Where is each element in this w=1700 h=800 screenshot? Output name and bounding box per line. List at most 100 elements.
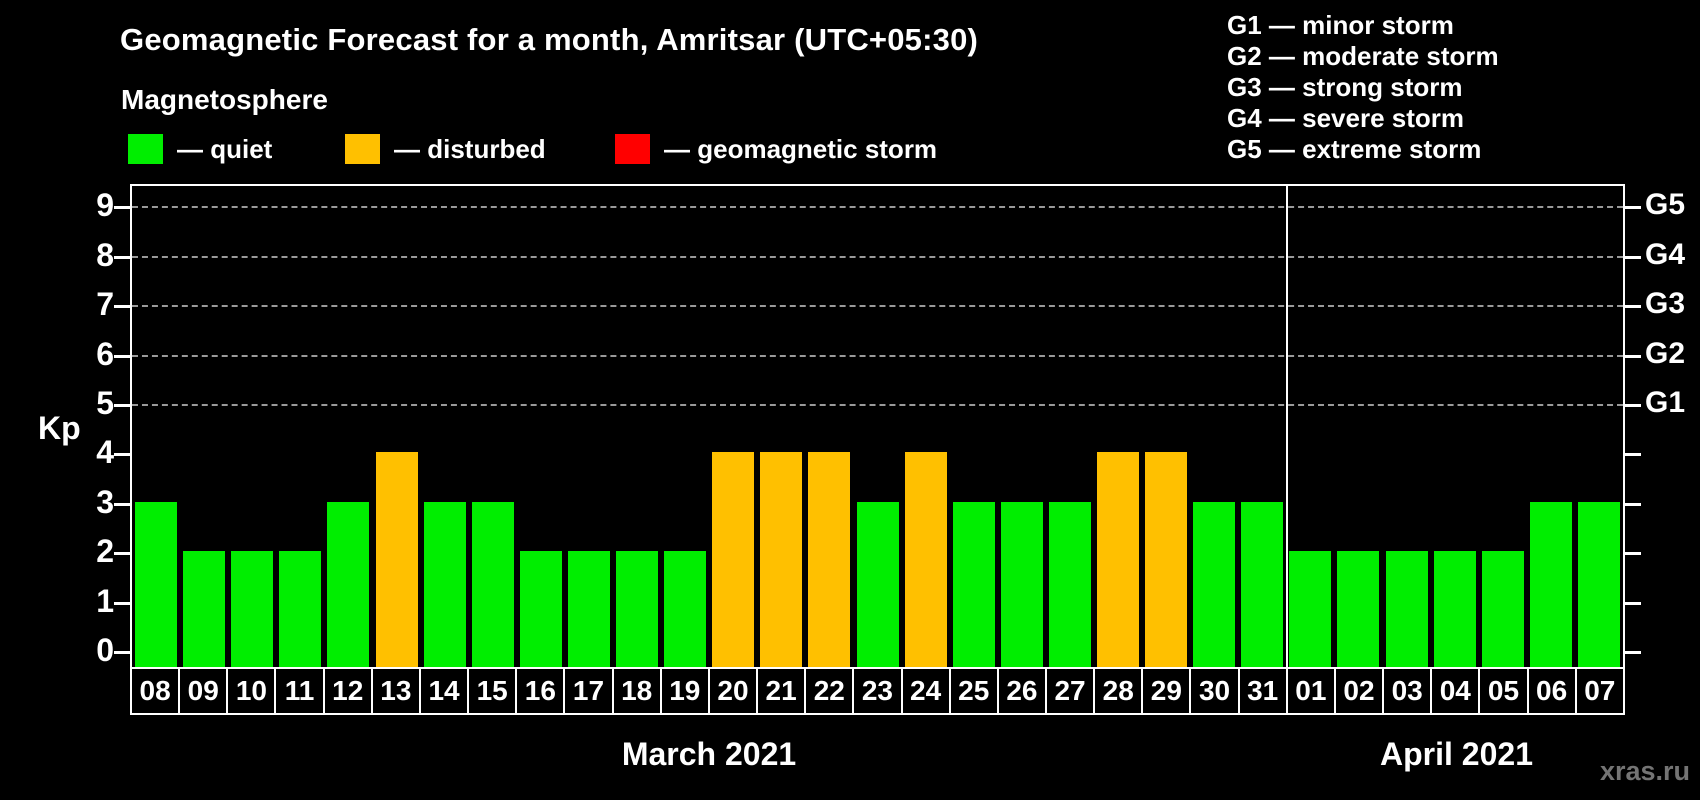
kp-bar-day-09	[183, 551, 226, 667]
day-label-12: 12	[322, 667, 373, 715]
day-label-23: 23	[852, 667, 903, 715]
day-label-10: 10	[226, 667, 277, 715]
kp-bar-day-28	[1096, 452, 1139, 667]
legend-item-disturbed: — disturbed	[345, 134, 546, 164]
kp-bar-day-23	[856, 502, 899, 667]
kp-bar-day-03	[1385, 551, 1428, 667]
y-tick-label-7: 7	[96, 286, 114, 323]
day-label-22: 22	[804, 667, 855, 715]
kp-bar-day-13	[375, 452, 418, 667]
left-tick-kp-2	[114, 552, 130, 556]
kp-bar-day-02	[1337, 551, 1380, 667]
right-tick-kp-2	[1625, 552, 1641, 556]
quiet-color-swatch	[128, 134, 163, 164]
right-tick-kp-1	[1625, 601, 1641, 605]
right-axis-label-g4: G4	[1645, 237, 1686, 271]
month-label-april: April 2021	[1380, 736, 1533, 772]
day-label-03: 03	[1382, 667, 1433, 715]
kp-bar-day-12	[327, 502, 370, 667]
right-tick-kp-9	[1625, 206, 1641, 210]
legend-disturbed-label: — disturbed	[394, 133, 546, 164]
storm-scale-legend-line: G2 — moderate storm	[1227, 41, 1499, 71]
right-tick-kp-8	[1625, 255, 1641, 259]
left-tick-kp-6	[114, 354, 130, 358]
day-label-28: 28	[1093, 667, 1144, 715]
day-label-01: 01	[1285, 667, 1336, 715]
kp-bar-day-10	[231, 551, 274, 667]
right-tick-kp-6	[1625, 354, 1641, 358]
storm-scale-legend-line: G4 — severe storm	[1227, 103, 1465, 133]
month-label-march: March 2021	[621, 736, 797, 772]
gridline-kp-9	[132, 206, 1623, 209]
kp-bar-day-19	[664, 551, 707, 667]
kp-bar-day-04	[1433, 551, 1476, 667]
right-axis-label-g2: G2	[1645, 336, 1686, 370]
kp-bar-day-25	[952, 502, 995, 667]
kp-bar-day-27	[1048, 502, 1091, 667]
page-title: Geomagnetic Forecast for a month, Amrits…	[120, 22, 979, 57]
gridline-kp-7	[132, 305, 1623, 308]
day-label-19: 19	[659, 667, 710, 715]
kp-bar-day-01	[1289, 551, 1332, 667]
right-tick-kp-7	[1625, 305, 1641, 309]
plot-area	[114, 184, 1641, 667]
y-tick-label-8: 8	[96, 236, 114, 273]
day-label-21: 21	[756, 667, 807, 715]
left-tick-kp-7	[114, 305, 130, 309]
day-label-11: 11	[274, 667, 325, 715]
kp-bar-day-18	[616, 551, 659, 667]
y-tick-label-0: 0	[96, 632, 114, 668]
left-tick-kp-5	[114, 404, 130, 407]
kp-bar-day-14	[423, 502, 466, 667]
legend-item-quiet: — quiet	[128, 134, 272, 164]
magnetosphere-subtitle: Magnetosphere	[121, 84, 328, 115]
right-axis-label-g3: G3	[1645, 287, 1686, 321]
y-tick-label-4: 4	[96, 434, 114, 471]
day-label-07: 07	[1574, 667, 1625, 715]
legend-item-storm: — geomagnetic storm	[615, 134, 937, 164]
legend-storm-label: — geomagnetic storm	[664, 133, 938, 164]
y-tick-label-2: 2	[96, 533, 114, 570]
gridline-kp-5	[132, 404, 1623, 406]
day-label-31: 31	[1237, 667, 1288, 715]
disturbed-color-swatch	[345, 134, 380, 164]
kp-bar-day-08	[135, 502, 178, 667]
storm-scale-legend-line: G1 — minor storm	[1227, 10, 1454, 40]
right-tick-kp-0	[1625, 651, 1641, 654]
right-axis-label-g1: G1	[1645, 386, 1686, 419]
storm-scale-legend-line: G3 — strong storm	[1227, 72, 1463, 102]
x-axis-day-labels: 08 09 10 11 12 13 14 15 16 17 18 19 20 21 22 23 24 25 26 27…	[130, 667, 1625, 715]
storm-color-swatch	[615, 134, 650, 164]
day-label-14: 14	[418, 667, 470, 715]
left-tick-kp-9	[114, 206, 130, 210]
kp-bar-day-24	[904, 452, 947, 667]
kp-bar-day-11	[279, 551, 322, 667]
right-tick-kp-4	[1625, 453, 1641, 457]
kp-bar-day-07	[1577, 502, 1620, 667]
y-tick-label-5: 5	[96, 385, 114, 421]
day-label-09: 09	[178, 667, 229, 715]
y-tick-label-1: 1	[96, 582, 114, 619]
day-label-29: 29	[1141, 667, 1192, 715]
kp-bar-day-16	[519, 551, 562, 667]
day-label-30: 30	[1189, 667, 1240, 715]
day-label-05: 05	[1478, 667, 1529, 715]
left-tick-kp-1	[114, 601, 130, 605]
day-label-25: 25	[948, 667, 999, 715]
day-label-16: 16	[515, 667, 566, 715]
kp-bar-day-15	[471, 502, 514, 667]
kp-bar-day-21	[760, 452, 803, 667]
right-axis-label-g5: G5	[1645, 188, 1686, 222]
day-label-27: 27	[1044, 667, 1096, 715]
kp-bar-day-31	[1241, 502, 1284, 667]
day-label-15: 15	[467, 667, 518, 715]
kp-bar-day-30	[1193, 502, 1236, 667]
y-tick-label-6: 6	[96, 335, 114, 372]
kp-bar-day-22	[808, 452, 851, 667]
month-separator-line	[1286, 186, 1289, 667]
left-tick-kp-0	[114, 651, 130, 654]
kp-bar-day-05	[1481, 551, 1524, 667]
y-tick-label-9: 9	[96, 187, 114, 224]
gridline-kp-8	[132, 255, 1623, 258]
gridline-kp-6	[132, 354, 1623, 357]
